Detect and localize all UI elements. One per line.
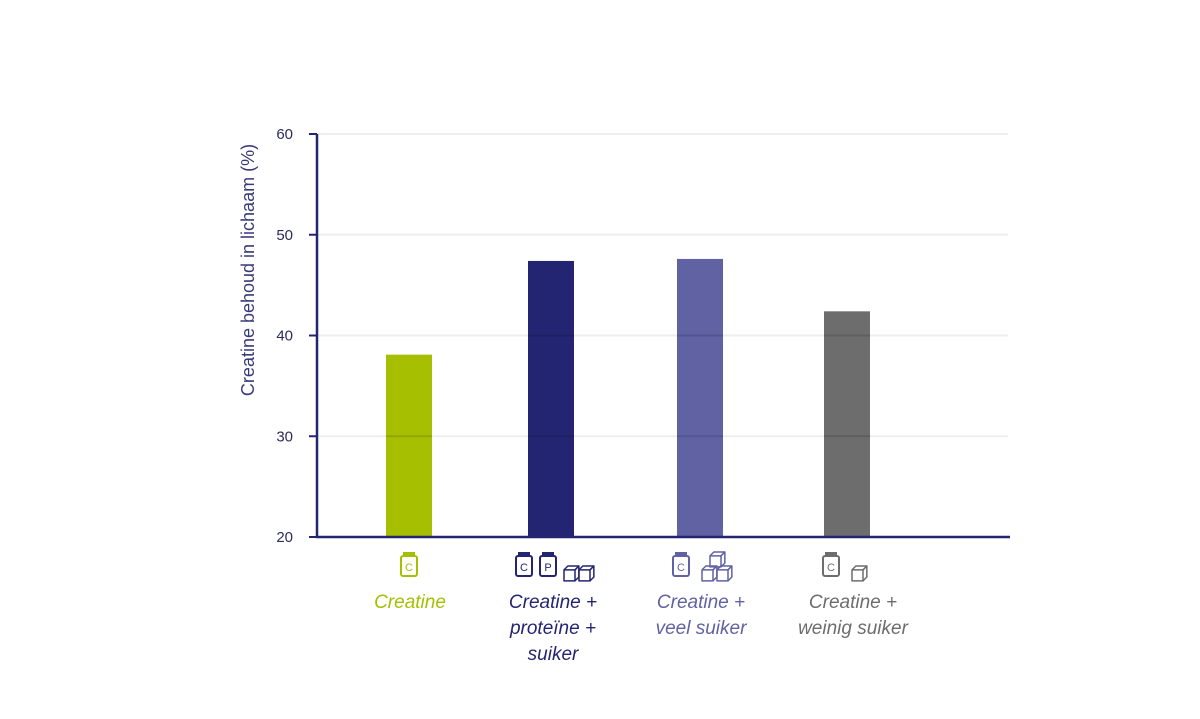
jar-body — [400, 555, 418, 577]
jar-body — [822, 555, 840, 577]
y-tick-label: 50 — [276, 227, 293, 244]
x-category-label: Creatine + — [509, 592, 597, 613]
axes — [309, 133, 1010, 539]
creatine-jar-icon: C — [672, 552, 690, 577]
jar: P — [539, 552, 557, 577]
x-category-label: proteïne + — [509, 618, 596, 639]
cube-front — [709, 555, 722, 568]
cube — [709, 551, 726, 568]
cube-side — [862, 565, 868, 582]
creatine-jar-icon: C — [822, 552, 840, 577]
jar-lid — [675, 552, 687, 556]
cube-front — [578, 569, 591, 582]
y-tick-label: 40 — [276, 328, 293, 345]
creatine-jar-icon: C — [515, 552, 533, 577]
cube-side — [720, 551, 726, 568]
protein-jar-icon: P — [539, 552, 557, 577]
jar-letter: P — [544, 562, 551, 574]
jar-body — [672, 555, 690, 577]
creatine-jar-icon: C — [400, 552, 418, 577]
cube-front — [851, 569, 864, 582]
jar-lid — [542, 552, 554, 556]
x-category-label: Creatine — [374, 592, 446, 613]
bar — [824, 311, 870, 537]
cube-front — [563, 569, 576, 582]
cube-side — [727, 565, 733, 582]
y-tick-label: 20 — [276, 529, 293, 546]
x-category-label: Creatine + — [657, 592, 745, 613]
jar-letter: C — [677, 562, 685, 574]
jar-lid — [825, 552, 837, 556]
bar — [528, 260, 574, 537]
x-category-label: veel suiker — [656, 618, 747, 639]
jar-letter: C — [520, 562, 528, 574]
cube — [578, 565, 595, 582]
bars — [386, 258, 870, 537]
y-tick-label: 60 — [276, 126, 293, 143]
bar-gridline-overlay — [386, 334, 870, 438]
jar-body — [515, 555, 533, 577]
cube-front — [701, 569, 714, 582]
sugar-cubes-stack-icon — [701, 551, 733, 582]
x-category-label: Creatine + — [809, 592, 897, 613]
sugar-cube-icon — [851, 565, 868, 582]
x-category-labels: Creatine Creatine + proteïne + suiker Creati… — [374, 592, 908, 665]
x-category-label: suiker — [528, 644, 579, 665]
y-tick-labels: 20 30 40 50 60 — [276, 126, 293, 546]
jar: C — [822, 552, 840, 577]
x-category-label: weinig suiker — [798, 618, 908, 639]
cube — [851, 565, 868, 582]
y-tick-label: 30 — [276, 428, 293, 445]
bar — [677, 258, 723, 537]
cube-front — [716, 569, 729, 582]
cube-side — [589, 565, 595, 582]
jar-letter: C — [405, 562, 413, 574]
jar-body — [539, 555, 557, 577]
grid-lines — [317, 133, 1008, 438]
jar: C — [400, 552, 418, 577]
cube — [701, 565, 718, 582]
jar: C — [672, 552, 690, 577]
bar — [386, 354, 432, 537]
cube — [563, 565, 580, 582]
jar-lid — [403, 552, 415, 556]
cube — [716, 565, 733, 582]
sugar-cubes-icon — [563, 565, 595, 582]
jar: C — [515, 552, 533, 577]
jar-letter: C — [827, 562, 835, 574]
jar-lid — [518, 552, 530, 556]
y-axis-label: Creatine behoud in lichaam (%) — [238, 144, 258, 396]
